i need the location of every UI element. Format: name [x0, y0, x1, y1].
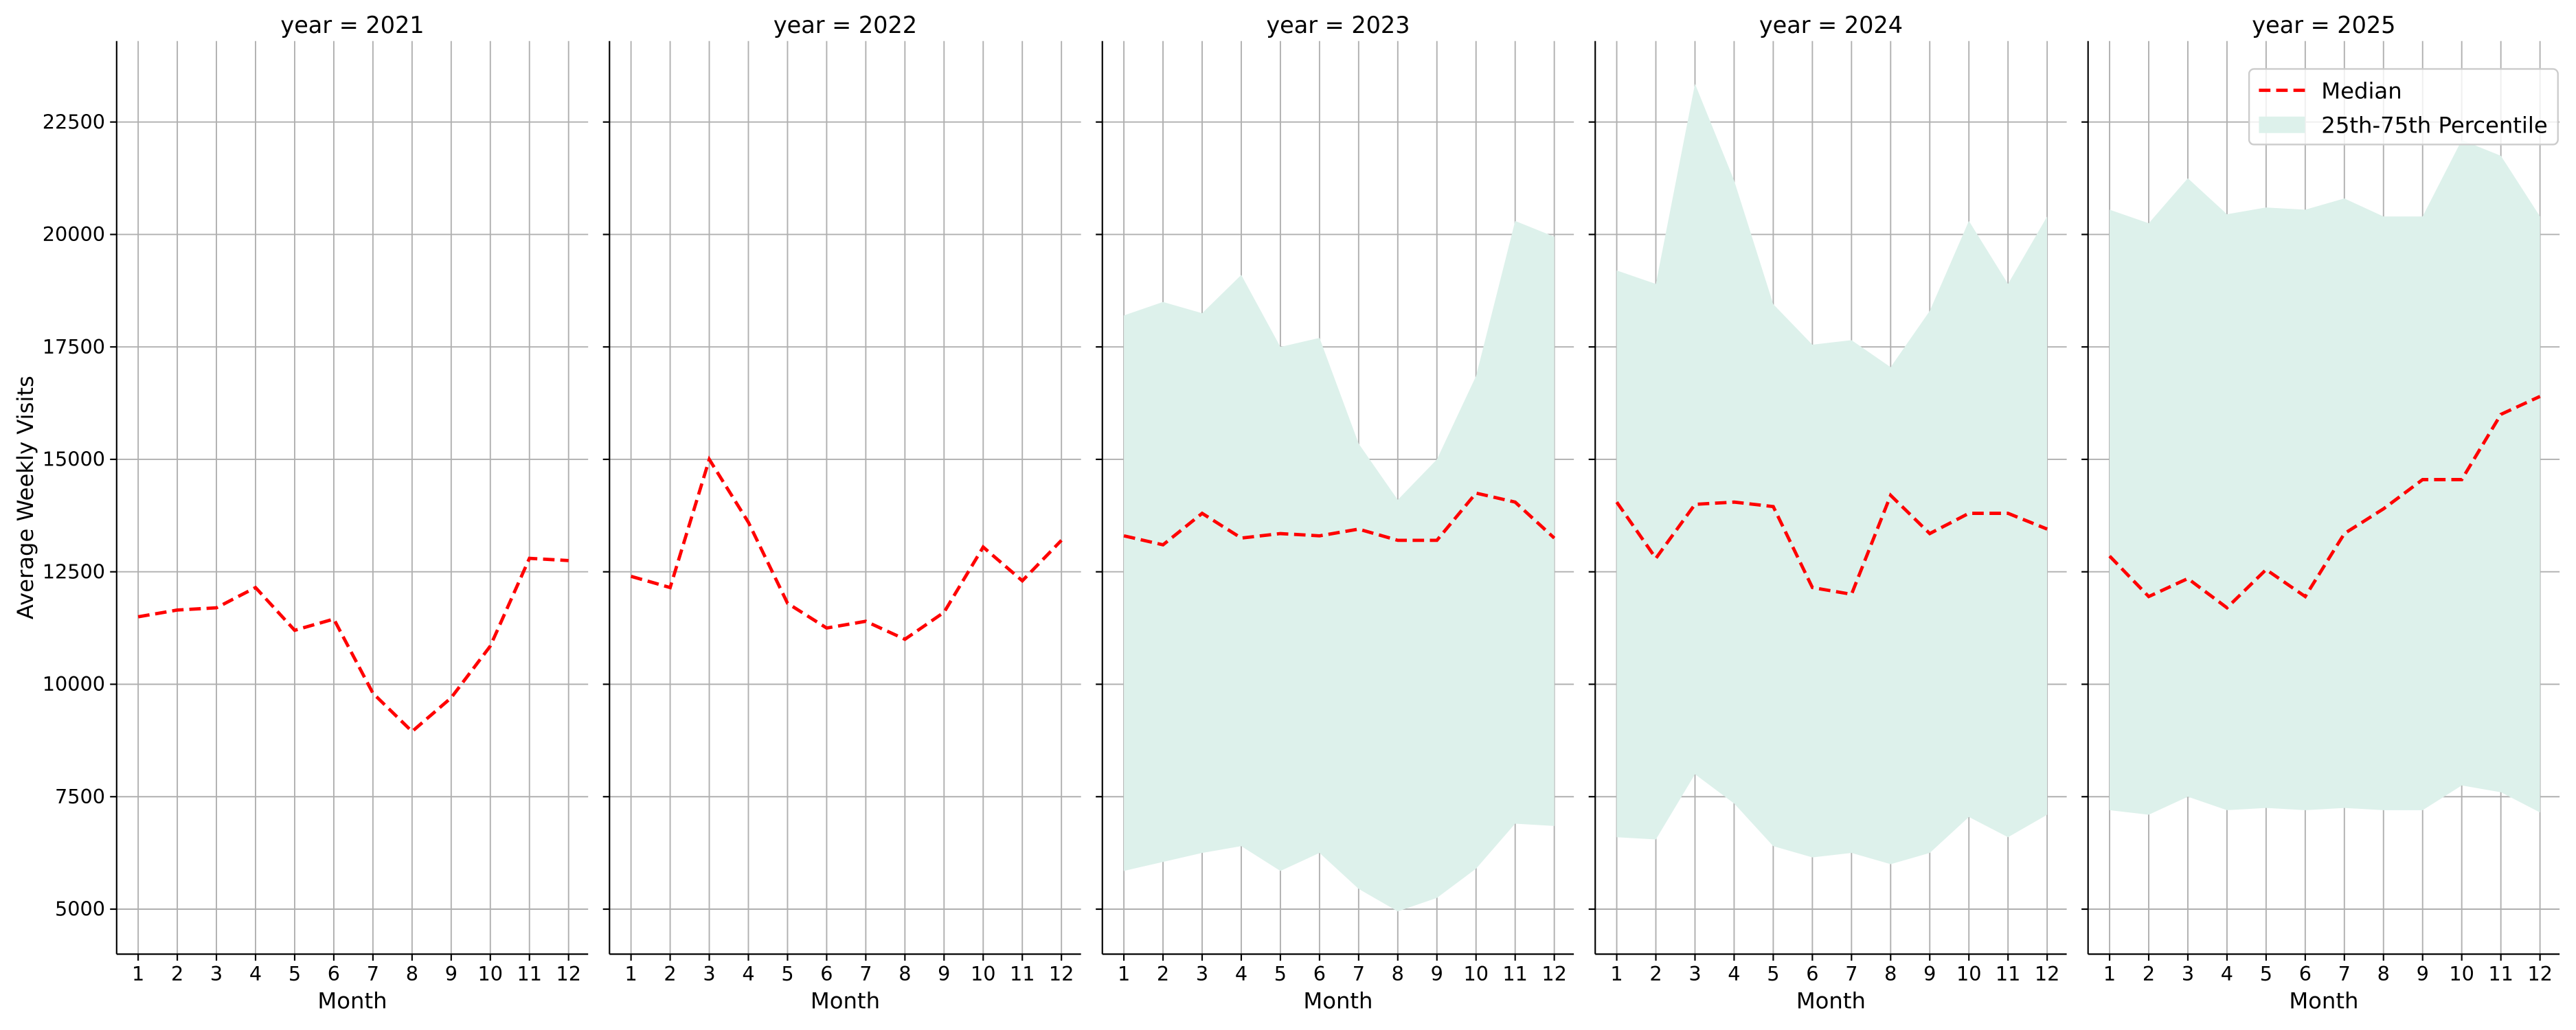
- x-tick-label: 9: [938, 962, 950, 985]
- x-tick-label: 2: [2143, 962, 2155, 985]
- x-tick-label: 1: [1118, 962, 1130, 985]
- x-tick-label: 5: [2260, 962, 2272, 985]
- x-tick-label: 11: [1502, 962, 1528, 985]
- x-tick-label: 8: [406, 962, 418, 985]
- x-tick-label: 4: [1728, 962, 1740, 985]
- x-tick-label: 9: [445, 962, 457, 985]
- x-tick-label: 5: [289, 962, 301, 985]
- percentile-band: [1616, 84, 2048, 865]
- y-axis-label: Average Weekly Visits: [12, 376, 38, 619]
- legend-label: 25th-75th Percentile: [2321, 113, 2547, 139]
- x-tick-label: 11: [1010, 962, 1035, 985]
- x-tick-label: 12: [2527, 962, 2553, 985]
- x-tick-label: 1: [2103, 962, 2116, 985]
- x-tick-label: 6: [1313, 962, 1326, 985]
- x-axis-label: Month: [1303, 987, 1372, 1014]
- x-axis-label: Month: [317, 987, 387, 1014]
- x-tick-label: 11: [2488, 962, 2513, 985]
- x-tick-label: 8: [1884, 962, 1897, 985]
- legend: Median 25th-75th Percentile: [2248, 68, 2559, 146]
- panel-title: year = 2022: [773, 12, 917, 38]
- x-axis-label: Month: [2289, 987, 2358, 1014]
- panel-title: year = 2025: [2252, 12, 2395, 38]
- median-line: [1123, 491, 1556, 547]
- x-tick-label: 2: [171, 962, 183, 985]
- x-tick-label: 8: [1392, 962, 1404, 985]
- y-tick-label: 22500: [43, 110, 105, 133]
- x-tick-label: 9: [1431, 962, 1443, 985]
- x-tick-label: 5: [1767, 962, 1779, 985]
- y-tick-label: 10000: [43, 672, 105, 696]
- x-tick-label: 7: [859, 962, 872, 985]
- panel: 1 2 3 4 5 6 7 8 9 10 11 125000750010000125001500017…: [12, 12, 589, 1014]
- x-tick-label: 6: [328, 962, 340, 985]
- panel-title: year = 2023: [1266, 12, 1410, 38]
- x-tick-label: 7: [367, 962, 379, 985]
- x-tick-label: 10: [2449, 962, 2474, 985]
- panel-title: year = 2024: [1759, 12, 1903, 38]
- x-tick-label: 3: [703, 962, 715, 985]
- percentile-band: [1124, 220, 1555, 912]
- y-tick-label: 15000: [43, 448, 105, 471]
- x-tick-label: 10: [478, 962, 504, 985]
- x-tick-label: 10: [971, 962, 996, 985]
- y-tick-label: 12500: [43, 560, 105, 583]
- x-tick-label: 11: [1996, 962, 2021, 985]
- x-tick-label: 10: [1463, 962, 1489, 985]
- y-tick-label: 20000: [43, 222, 105, 246]
- percentile-band: [2110, 139, 2540, 815]
- x-tick-label: 4: [249, 962, 262, 985]
- x-tick-label: 12: [1541, 962, 1567, 985]
- x-tick-label: 7: [1353, 962, 1365, 985]
- x-tick-label: 4: [742, 962, 754, 985]
- x-tick-label: 7: [2338, 962, 2351, 985]
- y-tick-label: 5000: [55, 897, 105, 921]
- panel-title: year = 2021: [280, 12, 424, 38]
- x-tick-label: 9: [1923, 962, 1936, 985]
- median-line: [1615, 492, 2048, 597]
- x-tick-label: 12: [556, 962, 581, 985]
- x-tick-label: 3: [1196, 962, 1208, 985]
- x-tick-label: 1: [132, 962, 144, 985]
- x-tick-label: 5: [781, 962, 793, 985]
- x-tick-label: 4: [1235, 962, 1247, 985]
- y-tick-label: 7500: [55, 785, 105, 808]
- x-tick-label: 6: [1806, 962, 1818, 985]
- x-tick-label: 2: [1157, 962, 1169, 985]
- x-tick-label: 9: [2417, 962, 2429, 985]
- x-tick-label: 5: [1274, 962, 1287, 985]
- y-tick-label: 17500: [43, 335, 105, 358]
- x-axis-label: Month: [811, 987, 880, 1014]
- x-tick-label: 2: [1649, 962, 1662, 985]
- x-tick-label: 1: [1610, 962, 1623, 985]
- x-tick-label: 10: [1956, 962, 1982, 985]
- legend-frame: [2248, 68, 2559, 146]
- x-tick-label: 3: [2182, 962, 2194, 985]
- x-tick-label: 2: [664, 962, 676, 985]
- x-tick-label: 7: [1845, 962, 1857, 985]
- legend-swatch: [2259, 116, 2305, 133]
- x-tick-label: 6: [820, 962, 833, 985]
- x-tick-label: 8: [2377, 962, 2390, 985]
- median-line: [137, 556, 569, 734]
- x-tick-label: 12: [1049, 962, 1074, 985]
- median-line: [2108, 395, 2541, 610]
- x-tick-label: 6: [2299, 962, 2312, 985]
- x-tick-label: 11: [517, 962, 542, 985]
- median-line: [630, 455, 1063, 641]
- x-tick-label: 3: [210, 962, 223, 985]
- x-tick-label: 8: [899, 962, 911, 985]
- x-tick-label: 3: [1688, 962, 1701, 985]
- x-tick-label: 1: [624, 962, 637, 985]
- legend-label: Median: [2321, 78, 2402, 104]
- x-tick-label: 12: [2035, 962, 2060, 985]
- x-axis-label: Month: [1796, 987, 1866, 1014]
- x-tick-label: 4: [2221, 962, 2233, 985]
